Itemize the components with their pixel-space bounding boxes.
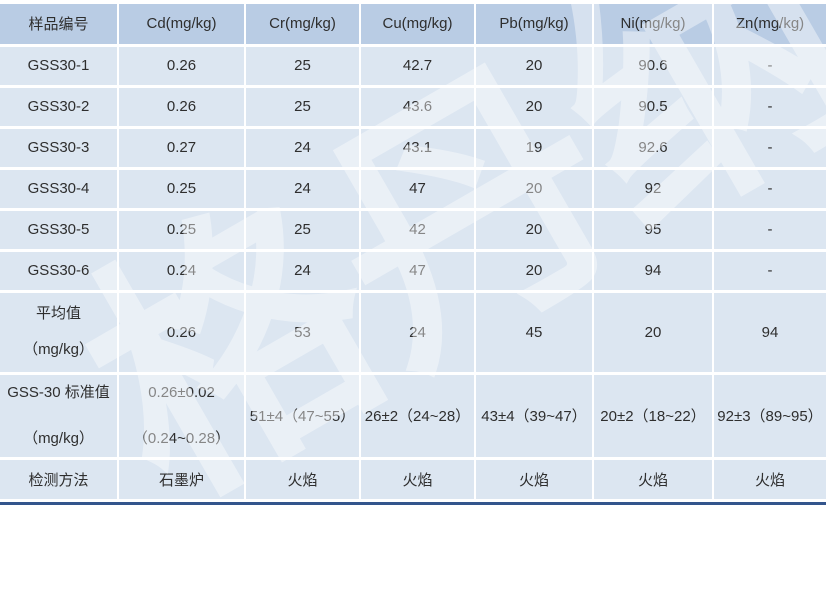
results-table-container: 样品编号 Cd(mg/kg) Cr(mg/kg) Cu(mg/kg) Pb(mg… [0, 4, 826, 502]
table-cell: 20 [593, 291, 714, 375]
table-cell: 火焰 [713, 458, 826, 502]
table-cell: 0.26 [118, 86, 246, 129]
table-cell: 0.25 [118, 168, 246, 211]
table-cell: 0.26 [118, 291, 246, 375]
table-cell: 0.27 [118, 127, 246, 170]
table-cell: 石墨炉 [118, 458, 246, 502]
row-label-average: 平均值 （mg/kg） [0, 291, 119, 375]
table-cell: 24 [360, 291, 476, 375]
average-label-line1: 平均值 [35, 305, 81, 322]
standard-cd-line2: （0.24~0.28） [132, 429, 231, 447]
table-cell: 24 [245, 250, 361, 293]
table-cell: 火焰 [475, 458, 594, 502]
table-cell: 火焰 [245, 458, 361, 502]
row-label: GSS30-6 [0, 250, 119, 293]
table-cell-standard-cd: 0.26±0.02 （0.24~0.28） [118, 373, 246, 460]
table-cell: 51±4（47~55） [245, 373, 361, 460]
results-table: 样品编号 Cd(mg/kg) Cr(mg/kg) Cu(mg/kg) Pb(mg… [0, 4, 826, 502]
table-cell: 90.6 [593, 45, 714, 88]
row-label-method: 检测方法 [0, 458, 119, 502]
table-cell: 43.1 [360, 127, 476, 170]
row-label: GSS30-2 [0, 86, 119, 129]
table-row-method: 检测方法 石墨炉 火焰 火焰 火焰 火焰 火焰 [0, 458, 826, 502]
table-cell: 47 [360, 168, 476, 211]
table-cell: 火焰 [593, 458, 714, 502]
table-cell: 47 [360, 250, 476, 293]
table-cell: 20 [475, 86, 594, 129]
row-label: GSS30-1 [0, 45, 119, 88]
table-cell: 20 [475, 209, 594, 252]
standard-cd-line1: 0.26±0.02 [148, 383, 215, 401]
table-cell: 43±4（39~47） [475, 373, 594, 460]
table-cell: - [713, 250, 826, 293]
average-label-line2: （mg/kg） [23, 341, 94, 358]
table-cell: 20 [475, 168, 594, 211]
table-cell: 0.25 [118, 209, 246, 252]
bottom-accent-bar [0, 502, 826, 505]
table-cell: 20 [475, 250, 594, 293]
table-row-gss30-1: GSS30-1 0.26 25 42.7 20 90.6 - [0, 45, 826, 88]
table-cell: 94 [713, 291, 826, 375]
table-row-gss30-2: GSS30-2 0.26 25 43.6 20 90.5 - [0, 86, 826, 129]
table-row-average: 平均值 （mg/kg） 0.26 53 24 45 20 94 [0, 291, 826, 375]
table-cell: 25 [245, 209, 361, 252]
table-cell: 43.6 [360, 86, 476, 129]
table-row-gss30-3: GSS30-3 0.27 24 43.1 19 92.6 - [0, 127, 826, 170]
header-cd: Cd(mg/kg) [118, 4, 246, 47]
table-cell: - [713, 209, 826, 252]
table-cell: - [713, 127, 826, 170]
table-cell: 24 [245, 168, 361, 211]
table-cell: 92.6 [593, 127, 714, 170]
table-cell: 0.24 [118, 250, 246, 293]
table-cell: - [713, 168, 826, 211]
row-label: GSS30-5 [0, 209, 119, 252]
table-cell: 25 [245, 86, 361, 129]
table-cell: 92 [593, 168, 714, 211]
table-cell: 20±2（18~22） [593, 373, 714, 460]
table-row-gss30-6: GSS30-6 0.24 24 47 20 94 - [0, 250, 826, 293]
row-label: GSS30-4 [0, 168, 119, 211]
table-cell: 0.26 [118, 45, 246, 88]
header-ni: Ni(mg/kg) [593, 4, 714, 47]
table-cell: 90.5 [593, 86, 714, 129]
header-zn: Zn(mg/kg) [713, 4, 826, 47]
table-cell: 92±3（89~95） [713, 373, 826, 460]
standard-label-line2: （mg/kg） [23, 429, 94, 447]
table-row-gss30-5: GSS30-5 0.25 25 42 20 95 - [0, 209, 826, 252]
table-cell: 94 [593, 250, 714, 293]
table-cell: 45 [475, 291, 594, 375]
table-cell: 95 [593, 209, 714, 252]
table-cell: 火焰 [360, 458, 476, 502]
row-label-standard: GSS-30 标准值 （mg/kg） [0, 373, 119, 460]
header-row: 样品编号 Cd(mg/kg) Cr(mg/kg) Cu(mg/kg) Pb(mg… [0, 4, 826, 47]
table-cell: 24 [245, 127, 361, 170]
table-cell: 20 [475, 45, 594, 88]
table-cell: 53 [245, 291, 361, 375]
table-row-standard-value: GSS-30 标准值 （mg/kg） 0.26±0.02 （0.24~0.28）… [0, 373, 826, 460]
header-pb: Pb(mg/kg) [475, 4, 594, 47]
header-sample-id: 样品编号 [0, 4, 119, 47]
table-cell: 42 [360, 209, 476, 252]
header-cu: Cu(mg/kg) [360, 4, 476, 47]
row-label: GSS30-3 [0, 127, 119, 170]
table-cell: 42.7 [360, 45, 476, 88]
table-cell: - [713, 45, 826, 88]
table-cell: 26±2（24~28） [360, 373, 476, 460]
table-cell: 19 [475, 127, 594, 170]
standard-label-line1: GSS-30 标准值 [7, 383, 110, 401]
table-cell: - [713, 86, 826, 129]
table-cell: 25 [245, 45, 361, 88]
table-row-gss30-4: GSS30-4 0.25 24 47 20 92 - [0, 168, 826, 211]
header-cr: Cr(mg/kg) [245, 4, 361, 47]
